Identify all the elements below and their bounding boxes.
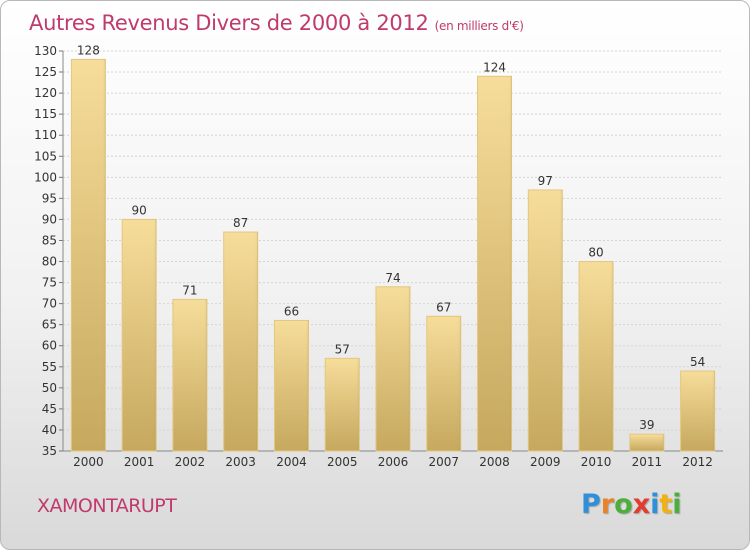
bar-value-label: 97 [538,174,553,188]
logo-letter: P [581,489,601,520]
bar-shade [202,299,207,451]
bar-shade [101,59,106,451]
y-tick-label: 40 [42,423,57,437]
x-tick-label: 2010 [581,455,612,469]
chart-title-unit: (en milliers d'€) [434,19,524,33]
bar-shade [710,371,715,451]
bar-2007 [426,315,462,452]
x-tick-label: 2007 [428,455,459,469]
bar-shade [456,316,461,451]
bar-value-label: 74 [385,271,400,285]
y-tick-label: 100 [34,170,57,184]
y-tick-label: 110 [34,128,57,142]
x-axis-labels: 2000 2001 2002 2003 2004 2005 2006 2007 2008 2009… [73,455,713,469]
y-tick-label: 90 [42,212,57,226]
bar-2011 [629,433,665,452]
x-tick-label: 2011 [632,455,663,469]
x-tick-label: 2004 [276,455,307,469]
bar-value-label: 87 [233,216,248,230]
y-tick-label: 130 [34,44,57,58]
y-tick-label: 55 [42,360,57,374]
bar-shade [355,358,360,451]
x-tick-label: 2005 [327,455,358,469]
x-tick-label: 2006 [378,455,409,469]
bar-shade [152,219,157,451]
y-tick-label: 50 [42,381,57,395]
place-name: XAMONTARUPT [37,495,177,517]
y-tick-label: 70 [42,297,57,311]
bar-shade [304,320,309,451]
x-tick-label: 2002 [175,455,206,469]
bar-2012 [680,370,716,452]
x-tick-label: 2009 [530,455,561,469]
y-tick-label: 65 [42,318,57,332]
y-tick-label: 125 [34,65,57,79]
bar-shade [659,434,664,451]
y-tick-label: 45 [42,402,57,416]
bar-2006 [375,286,411,452]
y-tick-label: 80 [42,255,57,269]
bar-value-label: 124 [483,60,506,74]
x-tick-label: 2000 [73,455,104,469]
bar-value-label: 39 [639,418,654,432]
x-tick-label: 2001 [124,455,155,469]
bar-shade [406,286,410,451]
bar-shade [507,76,512,452]
y-tick-label: 105 [34,149,57,163]
bar-2002 [172,298,208,452]
logo-letter: o [614,489,633,520]
x-tick-label: 2012 [682,455,713,469]
x-tick-label: 2003 [225,455,256,469]
y-tick-label: 95 [42,191,57,205]
bar-2009 [527,189,563,452]
y-tick-label: 75 [42,276,57,290]
chart-title: Autres Revenus Divers de 2000 à 2012 (en … [29,11,524,35]
bar-value-label: 57 [335,342,350,356]
bar-2005 [324,357,360,452]
y-axis: 35 40 45 50 55 60 65 70 75 80 85 90 95 100 105 110 115 12… [34,44,723,458]
bar-value-label: 90 [132,203,147,217]
bar-shade [253,232,258,451]
logo-letter: x [632,489,651,520]
y-tick-label: 120 [34,86,57,100]
logo-letter: r [600,489,615,520]
bar-value-label: 128 [77,43,100,57]
bars: 128 90 71 87 66 57 74 67 124 97 80 39 54 [70,43,716,452]
y-tick-label: 115 [34,107,57,121]
bar-value-label: 66 [284,304,299,318]
bar-2001 [121,218,157,452]
bar-2003 [223,231,259,452]
bar-2008 [477,75,513,452]
logo-letter: t [659,489,673,520]
bar-value-label: 80 [588,246,603,260]
y-tick-label: 35 [42,444,57,458]
bar-shade [609,261,614,451]
x-tick-label: 2008 [479,455,510,469]
bar-2000 [70,58,106,452]
bar-2010 [578,261,614,452]
logo-letter: i [672,489,682,520]
y-tick-label: 60 [42,339,57,353]
bar-value-label: 71 [182,283,197,297]
y-tick-label: 85 [42,233,57,247]
bar-value-label: 67 [436,300,451,314]
logo-letter: i [650,489,660,520]
chart-title-text: Autres Revenus Divers de 2000 à 2012 [29,11,429,35]
bar-value-label: 54 [690,355,705,369]
bar-shade [558,189,563,451]
proxiti-logo[interactable]: Proxiti [581,489,691,523]
bar-2004 [273,319,309,452]
